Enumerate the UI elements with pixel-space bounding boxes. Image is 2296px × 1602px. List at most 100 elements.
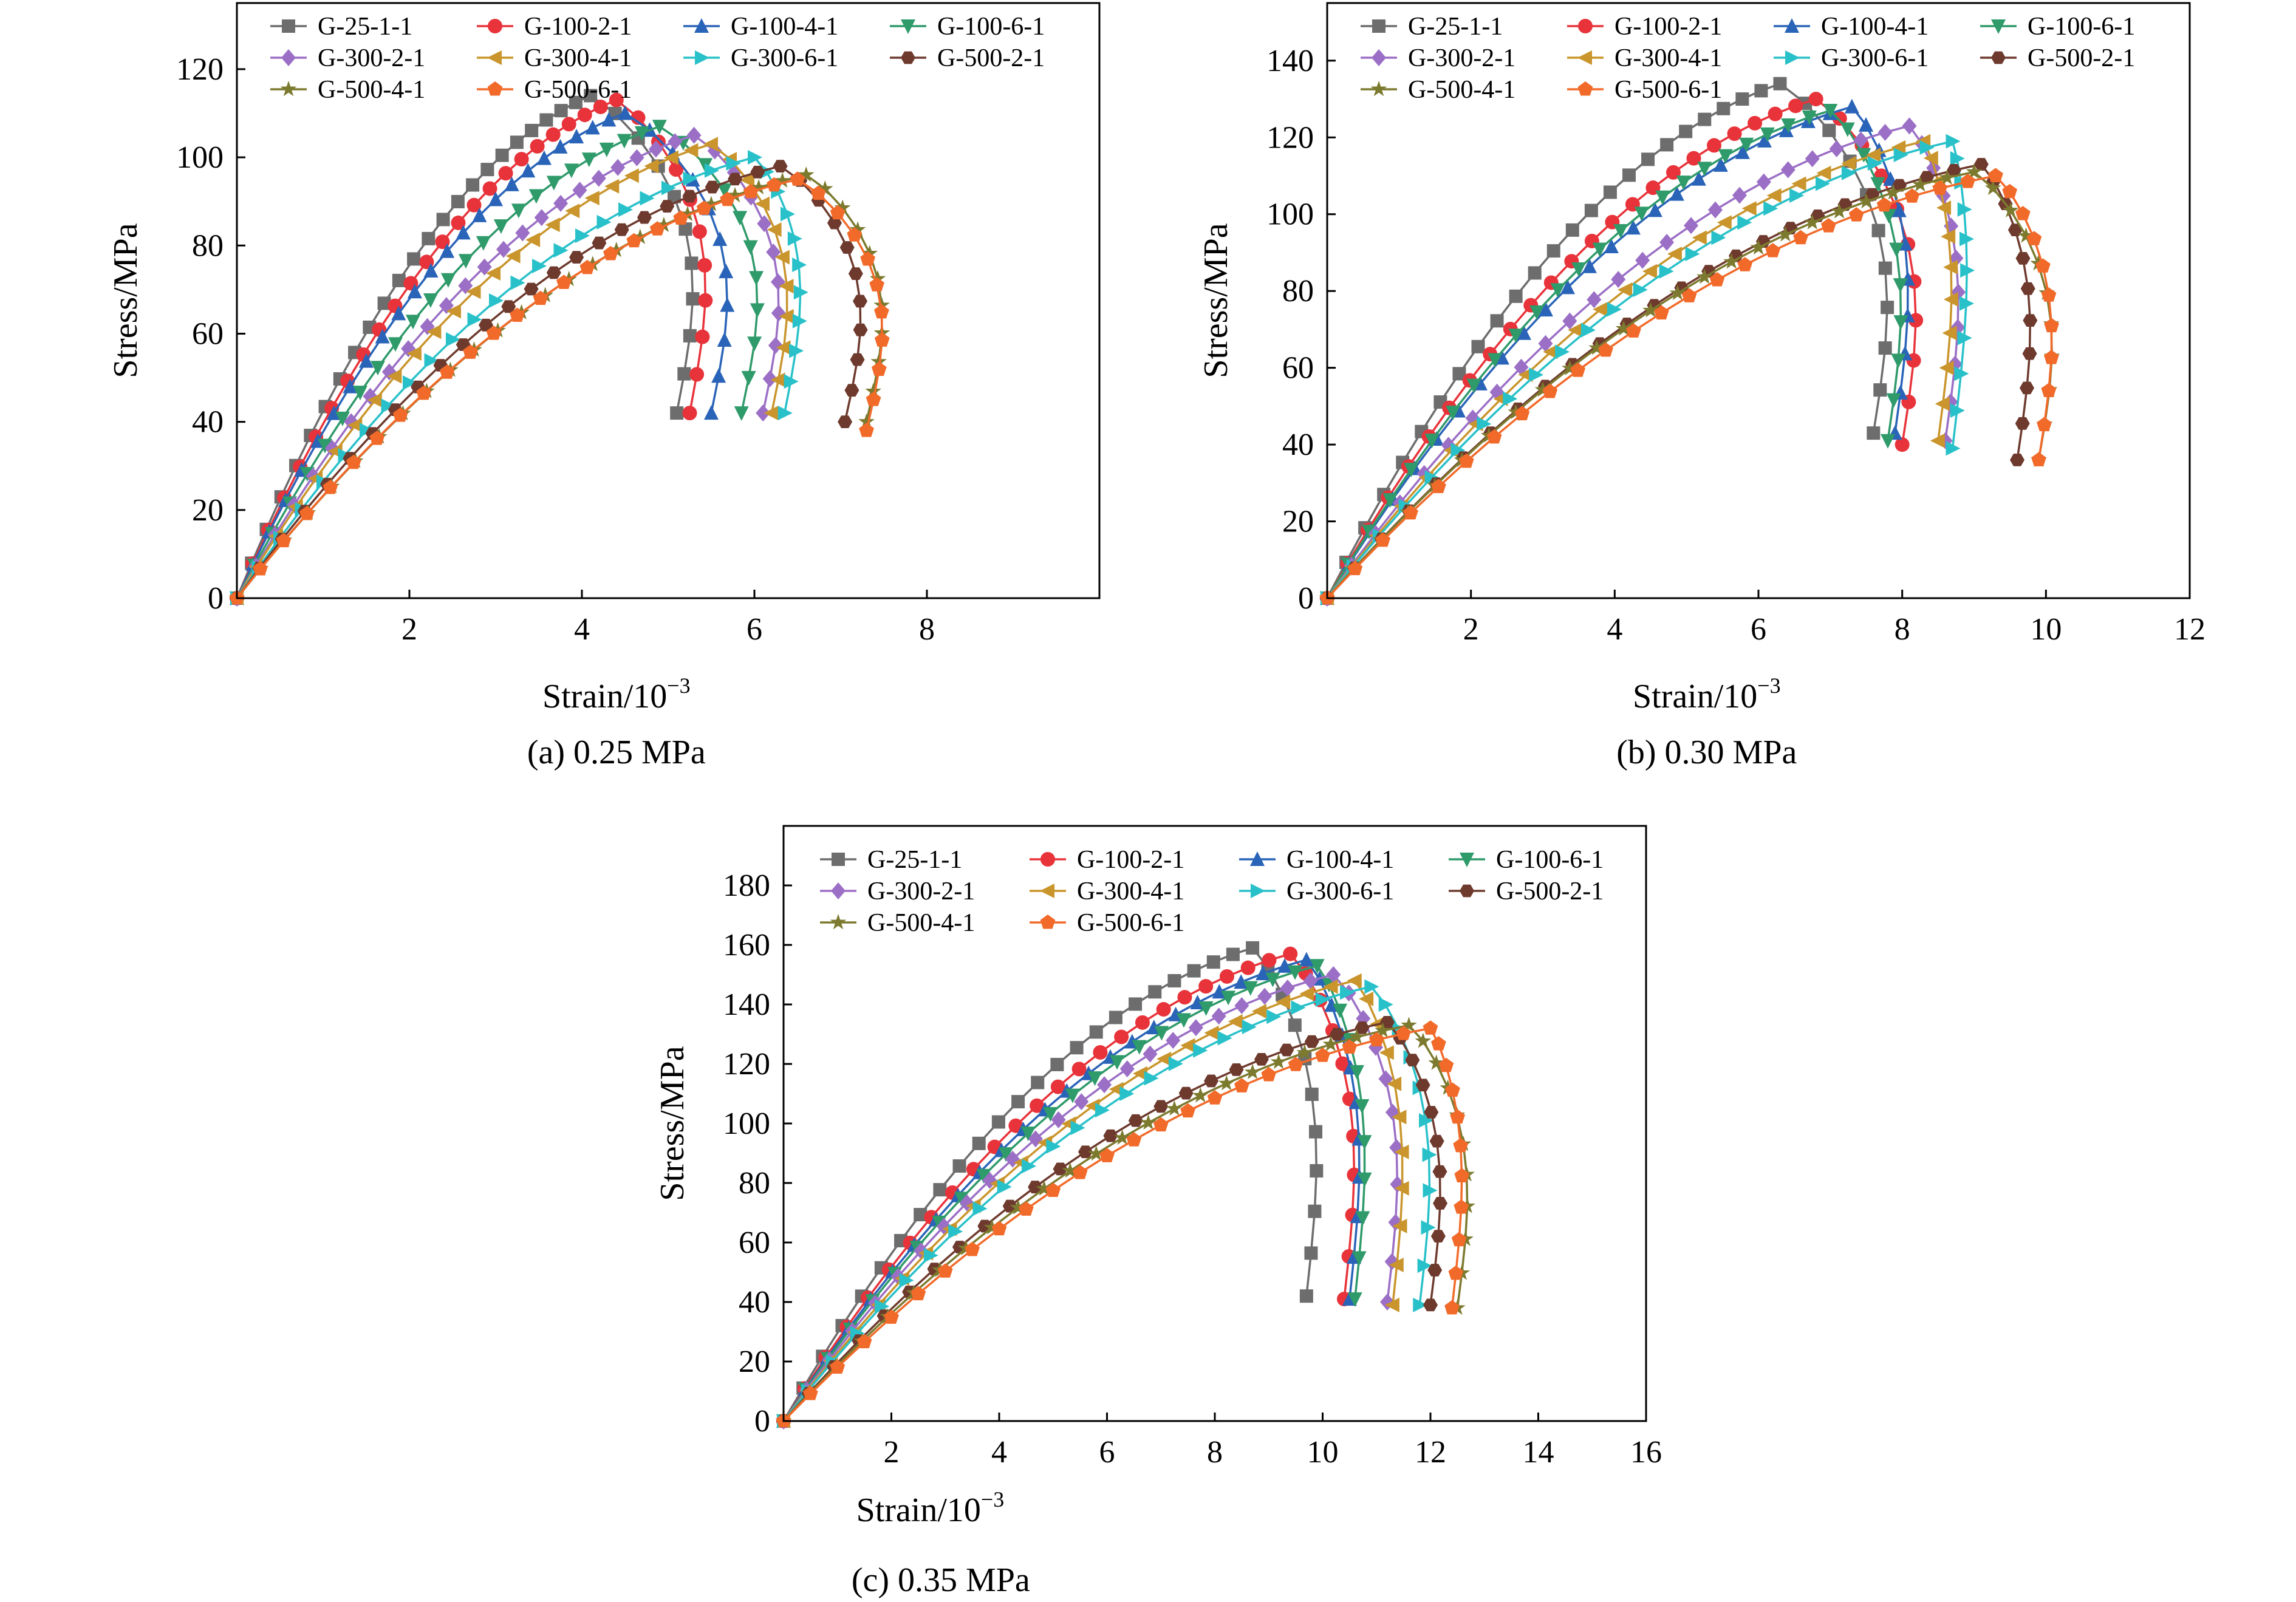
data-point [1379,1045,1394,1060]
data-point [734,406,749,421]
data-point [406,346,422,361]
legend-marker [1578,19,1593,33]
data-point [827,216,842,230]
data-point [991,1221,1007,1236]
data-point [1867,156,1882,171]
data-point [784,374,799,389]
data-point [2015,206,2031,220]
legend-item: G-25-1-1 [1361,13,1503,41]
data-point [1781,118,1796,134]
data-point [572,182,587,199]
data-point [1568,322,1583,338]
data-point [1867,426,1881,440]
data-point [1856,148,1871,163]
data-point [704,405,719,420]
data-point [1660,138,1674,152]
data-point [1226,947,1240,961]
data-point [1351,1251,1367,1266]
x-tick-label: 4 [1607,612,1622,647]
data-point [830,205,846,220]
data-point [482,181,497,196]
data-point [1641,152,1655,166]
data-point [511,203,526,219]
x-tick-label: 6 [747,612,762,647]
data-point [1642,264,1658,279]
data-point [1430,1230,1446,1242]
data-point [728,172,743,186]
data-point [1841,156,1856,171]
data-point [1848,207,1864,222]
series-G-100-4-1 [230,105,735,605]
data-point [553,138,568,154]
data-point [1065,1088,1080,1103]
data-point [780,206,795,222]
data-point [1805,150,1820,168]
data-point [1010,1199,1027,1215]
data-point [553,194,569,212]
legend-item: G-300-2-1 [1361,44,1515,72]
data-point [726,156,741,171]
data-point [299,505,315,520]
data-point [1778,122,1794,137]
data-point [407,252,421,266]
data-point [493,219,508,234]
data-point [634,126,649,141]
data-point [1276,994,1291,1009]
series-G-100-6-1 [230,120,765,606]
data-point [1126,1132,1142,1147]
data-point [423,293,438,308]
legend-item: G-300-2-1 [270,44,425,72]
data-point [899,1273,914,1288]
series-line [782,964,1366,1422]
data-point [480,163,494,177]
data-point [1299,952,1314,967]
data-point [1375,1022,1391,1038]
data-point [1625,220,1641,235]
data-point [1870,177,1885,192]
data-point [253,561,268,576]
data-point [1912,176,1929,192]
data-point [1045,1182,1061,1197]
legend-item: G-300-4-1 [1567,44,1722,72]
data-point [1193,1043,1208,1058]
data-point [750,179,767,195]
data-point [1266,1009,1282,1024]
data-point [1310,1164,1324,1178]
data-point [1140,1114,1157,1130]
data-point [1188,1019,1203,1037]
data-point [1466,378,1481,394]
data-point [1471,339,1485,353]
data-point [774,172,791,188]
data-point [1143,1045,1158,1063]
data-point [1242,1020,1257,1035]
data-point [848,267,863,281]
data-point [488,191,503,206]
y-tick-label: 40 [1282,428,1314,462]
legend-item: G-25-1-1 [270,13,412,41]
data-point [632,228,649,244]
data-point [1148,985,1162,999]
data-point [326,405,341,420]
series-G-100-6-1 [776,959,1372,1429]
data-point [1788,98,1803,114]
series-G-300-6-1 [230,150,808,605]
data-point [2002,183,2018,199]
data-point [1431,479,1446,493]
data-point [424,353,439,368]
data-point [673,210,689,225]
data-point [1265,972,1280,987]
data-point [859,423,874,437]
data-point [1538,335,1553,352]
legend-marker [1577,81,1593,96]
data-point [1853,131,1868,149]
series-line [236,112,729,599]
y-tick-label: 100 [1266,197,1314,232]
data-point [577,107,592,123]
data-point [1946,134,1961,149]
data-point [515,224,530,242]
data-point [569,95,583,109]
data-point [610,158,626,176]
data-point [869,277,885,291]
series-G-500-6-1 [776,1020,1470,1428]
